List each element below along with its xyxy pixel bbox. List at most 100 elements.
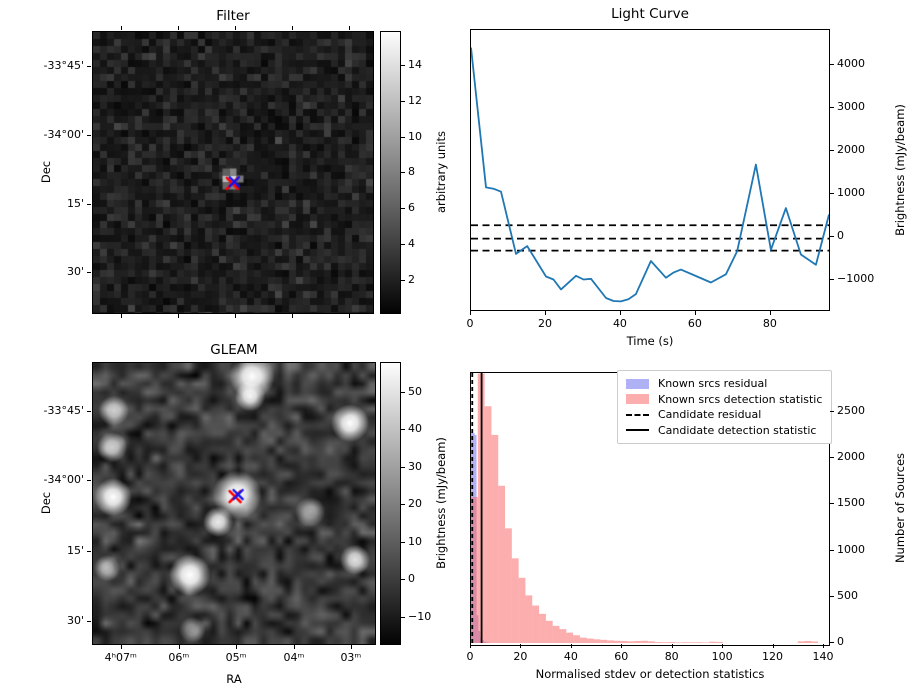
x-tick-label: 60 (687, 317, 702, 330)
axis-tick (722, 644, 724, 648)
colorbar-tick-label: 14 (408, 58, 422, 71)
axis-tick (178, 645, 180, 649)
axis-tick (87, 621, 91, 623)
gleam-ylabel: Dec (39, 491, 53, 515)
ra-tick-label: 4ʰ07ᵐ (104, 651, 137, 664)
axis-tick (772, 644, 774, 648)
axis-tick (401, 65, 405, 66)
axis-tick (401, 429, 405, 431)
gleam-title: GLEAM (210, 342, 258, 358)
legend-dashed-line (626, 413, 649, 416)
y-tick-label: 1500 (837, 496, 865, 510)
y-tick-label: 1000 (837, 185, 865, 199)
axis-tick (544, 311, 546, 315)
axis-tick (830, 503, 834, 505)
colorbar-tick-label: 10 (408, 129, 422, 143)
axis-tick (401, 208, 405, 210)
axis-tick (236, 645, 238, 649)
axis-tick (292, 26, 294, 30)
axis-tick (178, 26, 180, 30)
ra-tick-label: 04ᵐ (283, 651, 305, 664)
axis-tick (87, 272, 91, 274)
light-curve-title: Light Curve (611, 6, 689, 22)
legend-label: Candidate residual (658, 408, 762, 421)
legend-item-known-detstat: Known srcs detection statistic (626, 392, 822, 408)
x-tick-label: 80 (762, 317, 777, 330)
x-tick-label: 40 (612, 317, 627, 330)
axis-tick (401, 279, 405, 281)
x-tick-label: 0 (466, 317, 474, 330)
axis-tick (120, 314, 122, 318)
axis-tick (401, 136, 405, 138)
axis-tick (293, 645, 295, 649)
axis-tick (401, 172, 405, 174)
axis-tick (830, 63, 834, 65)
axis-tick (830, 595, 834, 597)
dec-tick-label: -34°00' (43, 127, 85, 141)
x-tick-label: 120 (762, 650, 784, 663)
colorbar-tick-label: 6 (408, 201, 415, 215)
ra-tick-label: 06ᵐ (168, 651, 190, 664)
gleam-colorbar (380, 362, 401, 645)
x-tick-label: 100 (711, 650, 733, 663)
y-tick-label: 500 (837, 588, 858, 602)
axis-tick (120, 26, 122, 30)
axis-tick (350, 645, 352, 649)
gleam-xlabel: RA (226, 672, 242, 686)
axis-tick (401, 100, 405, 102)
gleam-colorbar-label: Brightness (mJy/beam) (434, 437, 448, 569)
axis-tick (178, 314, 180, 318)
x-tick-label: 60 (614, 650, 629, 663)
dec-tick-label: 15' (66, 543, 84, 557)
y-tick-label: 0 (837, 228, 844, 242)
axis-tick (822, 644, 824, 648)
histogram-ylabel: Number of Sources (893, 452, 907, 564)
colorbar-tick-label: −10 (408, 609, 432, 623)
axis-tick (87, 134, 91, 136)
axis-tick (621, 644, 623, 648)
axis-tick (830, 642, 834, 643)
dec-tick-label: -34°00' (43, 473, 85, 487)
filter-title: Filter (216, 8, 250, 24)
y-tick-label: 2000 (837, 450, 865, 464)
ra-tick-label: 03ᵐ (340, 651, 362, 664)
axis-tick (830, 457, 834, 459)
y-tick-label: 4000 (837, 56, 865, 70)
legend-label: Known srcs detection statistic (658, 392, 823, 406)
axis-tick (401, 391, 405, 393)
axis-tick (292, 314, 294, 318)
axis-tick (235, 314, 237, 318)
y-tick-label: 2500 (837, 403, 865, 417)
legend-swatch-blue (626, 378, 649, 389)
axis-tick (830, 192, 834, 194)
filter-colorbar (380, 31, 401, 314)
gleam-image (92, 362, 376, 645)
axis-tick (830, 106, 834, 108)
x-tick-label: 20 (537, 317, 552, 330)
x-tick-label: 0 (466, 650, 474, 663)
axis-tick (349, 26, 351, 30)
legend-label: Candidate detection statistic (658, 423, 817, 437)
x-tick-label: 40 (563, 650, 578, 663)
axis-tick (87, 410, 91, 412)
legend-item-candidate-detstat: Candidate detection statistic (626, 423, 822, 439)
x-tick-label: 140 (812, 650, 834, 663)
dec-tick-label: 30' (66, 614, 84, 628)
axis-tick (671, 644, 673, 648)
legend-solid-line (626, 429, 649, 432)
y-tick-label: −1000 (837, 271, 875, 285)
colorbar-tick-label: 4 (408, 236, 415, 250)
light-curve-xlabel: Time (s) (626, 334, 674, 348)
axis-tick (470, 644, 471, 648)
y-tick-label: 3000 (837, 99, 865, 113)
axis-tick (401, 541, 405, 543)
colorbar-tick-label: 40 (408, 422, 422, 436)
x-tick-label: 20 (513, 650, 528, 663)
colorbar-tick-label: 30 (408, 459, 422, 473)
axis-tick (401, 616, 405, 618)
axis-tick (120, 645, 122, 649)
dec-tick-label: 30' (66, 265, 84, 279)
legend-item-candidate-residual: Candidate residual (626, 407, 822, 423)
axis-tick (87, 204, 91, 206)
axis-tick (694, 311, 696, 315)
